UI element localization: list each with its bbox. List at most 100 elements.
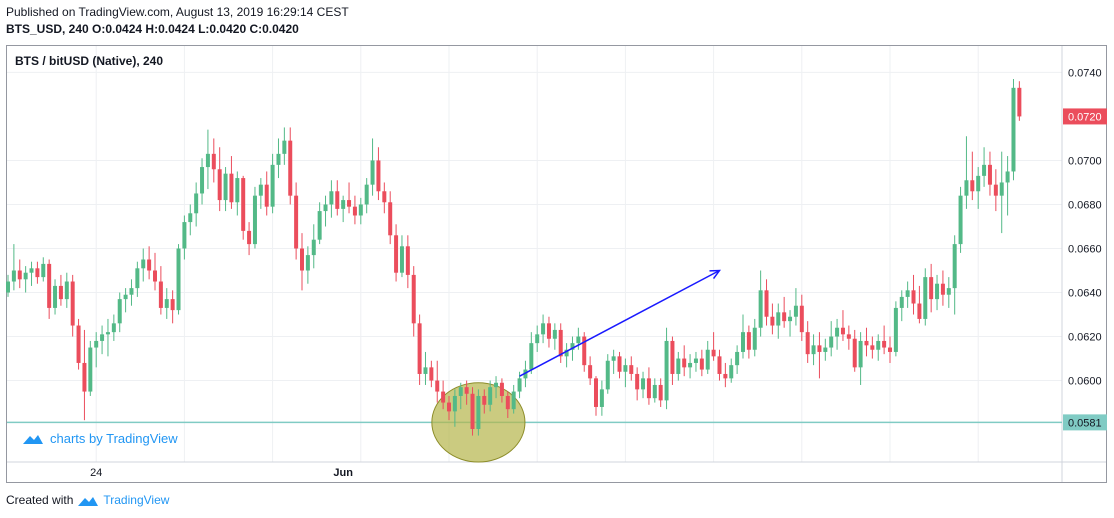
candle [188, 204, 193, 236]
candle [1005, 156, 1010, 216]
candle [388, 191, 393, 245]
candle [411, 266, 416, 337]
candle [523, 360, 528, 388]
candle-body [200, 167, 205, 194]
candle [58, 274, 63, 306]
candle [476, 389, 481, 436]
candle [217, 147, 222, 212]
candle [364, 178, 369, 214]
candle-body [511, 391, 516, 410]
candle-body [999, 182, 1004, 196]
candle [817, 332, 822, 379]
candle-body [176, 248, 181, 311]
candle [323, 195, 328, 227]
candle-body [658, 384, 663, 401]
candle-body [405, 246, 410, 275]
candle [888, 336, 892, 363]
candle-body [435, 380, 440, 392]
footer-brand-link[interactable]: TradingView [103, 493, 170, 507]
candle-body [105, 332, 110, 335]
candle-body [23, 272, 28, 280]
candle [141, 248, 146, 282]
candle [829, 321, 834, 357]
candle-body [382, 191, 387, 203]
price-tick-label: 0.0740 [1068, 67, 1102, 79]
candle [47, 259, 52, 319]
candle-body [846, 334, 851, 339]
candle-body [764, 290, 769, 317]
candle-body [35, 268, 40, 278]
candle [635, 367, 640, 401]
chart-grid [7, 46, 1106, 482]
candle [111, 314, 116, 341]
candle [688, 354, 693, 379]
candle [135, 261, 140, 297]
candle [429, 360, 434, 388]
candle [252, 186, 257, 249]
candle-body [835, 327, 840, 337]
candle [417, 314, 422, 385]
candle [705, 340, 710, 374]
candle-body [158, 281, 163, 308]
candle [840, 310, 845, 341]
candle-body [987, 164, 992, 185]
tradingview-watermark[interactable]: charts by TradingView [22, 431, 178, 446]
candle [153, 252, 157, 291]
candle-body [629, 365, 634, 374]
candle [258, 178, 263, 209]
trend-arrow-head [709, 269, 722, 280]
candle [594, 376, 598, 416]
candle-body [546, 323, 551, 339]
candle-body [788, 316, 793, 322]
candle-body [940, 283, 945, 295]
candle-body [1011, 87, 1016, 172]
candle [241, 175, 246, 240]
candle [17, 259, 22, 289]
candle-body [823, 347, 828, 352]
candle-body [935, 283, 940, 300]
candle [658, 378, 663, 407]
candle-body [352, 206, 357, 216]
candle-body [153, 270, 157, 282]
candle [305, 246, 310, 284]
candle-body [323, 204, 328, 212]
candle [764, 279, 769, 326]
candle-body [282, 140, 287, 154]
chart-frame[interactable] [6, 45, 1107, 483]
candle [576, 327, 581, 350]
candle-body [123, 294, 128, 300]
candle [64, 272, 69, 308]
candle [164, 288, 169, 319]
last-price-label: 0.0720 [1068, 111, 1102, 123]
candle [846, 325, 851, 350]
candle [123, 288, 128, 313]
candle [788, 310, 793, 337]
candle [464, 380, 469, 405]
candle [270, 153, 275, 214]
candle [282, 127, 287, 165]
candle-body [482, 395, 487, 405]
candle-body [335, 191, 340, 209]
candle-body [570, 343, 575, 350]
candle-body [776, 312, 781, 326]
trend-arrow-layer [519, 269, 722, 377]
candle-body [599, 389, 604, 407]
candle [170, 290, 175, 324]
candle-body [411, 274, 416, 324]
candle [905, 281, 910, 308]
candle [352, 195, 357, 225]
candle-body [635, 373, 640, 390]
candle [505, 391, 510, 418]
candle [641, 371, 646, 399]
candle-body [705, 349, 710, 370]
candle-body [58, 285, 63, 300]
candle [582, 332, 587, 372]
candle-body [388, 202, 393, 236]
candle [100, 325, 105, 355]
candle-body [505, 395, 510, 410]
candle [776, 303, 781, 339]
candle-body [552, 329, 557, 339]
candle [723, 362, 728, 388]
candle [53, 279, 58, 315]
